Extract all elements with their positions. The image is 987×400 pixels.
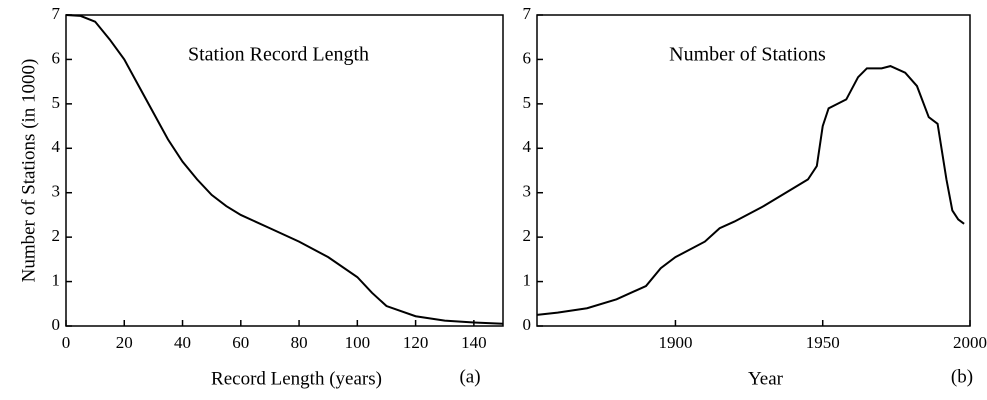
x-axis-label: Year: [748, 368, 784, 389]
data-line: [65, 14, 504, 325]
x-tick-label: 80: [291, 333, 308, 352]
y-tick-label: 4: [523, 137, 532, 156]
x-axis-label: Record Length (years): [211, 368, 382, 389]
y-tick-label: 2: [523, 226, 532, 245]
y-tick-label: 4: [52, 137, 61, 156]
x-tick-label: 1950: [806, 333, 840, 352]
x-tick-label: 2000: [953, 333, 987, 352]
y-tick-label: 0: [52, 315, 61, 334]
panel-label: (a): [459, 366, 480, 387]
x-tick-label: 20: [116, 333, 133, 352]
y-tick-label: 7: [52, 4, 61, 23]
panel-label: (b): [951, 366, 973, 387]
x-tick-label: 60: [232, 333, 249, 352]
chart-title: Number of Stations: [669, 44, 826, 66]
x-tick-label: 1900: [658, 333, 692, 352]
y-tick-label: 2: [52, 226, 61, 245]
y-tick-label: 7: [523, 4, 532, 23]
y-axis-label: Number of Stations (in 1000): [18, 59, 39, 283]
x-tick-label: 100: [345, 333, 371, 352]
y-tick-label: 1: [523, 270, 532, 289]
y-tick-label: 5: [52, 93, 61, 112]
x-tick-label: 140: [461, 333, 487, 352]
x-tick-label: 120: [403, 333, 429, 352]
chart-title: Station Record Length: [188, 44, 369, 66]
y-tick-label: 5: [523, 93, 532, 112]
x-tick-label: 0: [62, 333, 71, 352]
y-tick-label: 6: [52, 48, 61, 67]
x-tick-label: 40: [174, 333, 191, 352]
y-tick-label: 3: [523, 182, 532, 201]
plot-frame: [536, 14, 971, 327]
y-tick-label: 1: [52, 270, 61, 289]
data-line: [536, 65, 965, 316]
y-tick-label: 0: [523, 315, 532, 334]
y-tick-label: 3: [52, 182, 61, 201]
y-tick-label: 6: [523, 48, 532, 67]
plot-frame: [65, 14, 504, 327]
